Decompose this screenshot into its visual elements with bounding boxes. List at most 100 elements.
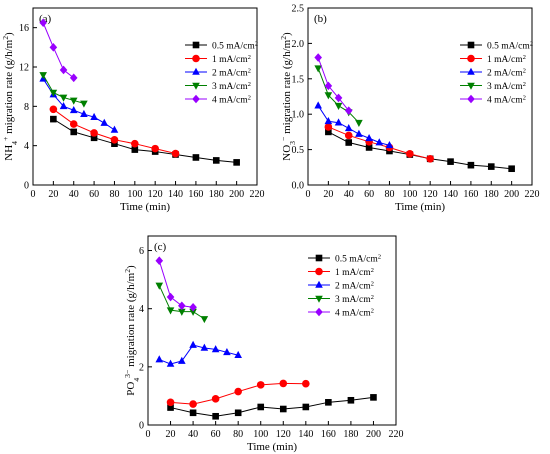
legend-label: 2 mA/cm2	[335, 280, 374, 292]
x-axis-label: Time (min)	[247, 441, 297, 453]
data-point	[375, 138, 384, 146]
data-point	[166, 398, 175, 407]
legend-label: 4 mA/cm2	[335, 307, 374, 319]
x-tick-label: 140	[298, 429, 313, 440]
x-tick-label: 60	[89, 189, 99, 200]
data-point	[90, 112, 98, 120]
legend-marker	[315, 254, 323, 262]
x-tick-label: 180	[484, 189, 499, 200]
data-point	[334, 118, 343, 126]
y-tick-label: 6	[139, 246, 144, 257]
x-tick-label: 200	[504, 189, 519, 200]
data-point	[447, 158, 454, 165]
data-point	[110, 125, 119, 133]
x-tick-label: 220	[250, 189, 265, 200]
data-point	[39, 18, 47, 28]
legend-label: 0.5 mA/cm2	[487, 40, 533, 52]
data-point	[49, 89, 58, 97]
series-5	[314, 53, 353, 115]
data-point	[302, 379, 310, 388]
series-line	[158, 260, 194, 308]
y-tick-label: 12	[19, 63, 29, 74]
legend-label: 1 mA/cm2	[212, 54, 251, 66]
data-point	[189, 308, 197, 316]
data-point	[178, 308, 186, 316]
data-point	[166, 292, 175, 302]
series-line	[317, 57, 350, 111]
data-point	[385, 141, 394, 149]
data-point	[166, 307, 175, 315]
y-tick-label: 8	[24, 102, 29, 113]
y-axis-label: NO3− migration rate (g/h/m2)	[279, 32, 297, 161]
data-point	[189, 400, 197, 408]
data-point	[80, 109, 88, 117]
data-point	[155, 256, 164, 266]
data-point	[189, 340, 197, 348]
data-point	[200, 316, 209, 324]
data-point	[70, 128, 78, 136]
x-tick-label: 20	[48, 189, 58, 200]
x-axis-label: Time (min)	[120, 201, 170, 213]
y-tick-label: 4	[24, 141, 29, 152]
x-tick-label: 20	[166, 429, 176, 440]
data-point	[233, 159, 240, 166]
x-tick-label: 100	[253, 429, 268, 440]
x-tick-label: 0	[146, 429, 151, 440]
series-line	[42, 22, 75, 79]
series-4	[39, 72, 88, 108]
x-tick-label: 0	[306, 189, 311, 200]
x-tick-label: 120	[423, 189, 438, 200]
data-point	[167, 404, 174, 411]
data-point	[110, 135, 119, 144]
data-point	[189, 409, 197, 417]
data-point	[178, 356, 186, 364]
series-1	[325, 128, 515, 173]
series-3	[314, 101, 394, 149]
data-point	[155, 282, 164, 290]
series-3	[155, 340, 242, 367]
plot-frame	[32, 7, 258, 186]
series-1	[167, 394, 377, 420]
legend-marker	[192, 82, 200, 90]
data-point	[370, 394, 377, 401]
data-point	[355, 129, 363, 137]
chart-panel-3: 0 20 40 60 80 100 120 140 160 180 200 220 0 2 4 6 Time (…	[123, 235, 404, 453]
x-tick-label: 180	[343, 429, 358, 440]
data-point	[69, 120, 78, 128]
legend-label: 0.5 mA/cm2	[212, 40, 258, 52]
y-tick-label: 0.5	[292, 145, 305, 156]
y-tick-label: 1.0	[292, 110, 305, 121]
data-point	[487, 163, 495, 170]
legend-label: 2 mA/cm2	[212, 67, 251, 79]
series-1	[50, 115, 240, 166]
data-point	[426, 155, 434, 163]
data-point	[347, 396, 355, 404]
x-tick-label: 100	[402, 189, 417, 200]
legend-marker	[192, 67, 200, 75]
legend-label: 1 mA/cm2	[487, 54, 526, 66]
chart-panel-1: 0 20 40 60 80 100 120 140 160 180 200 220 0 4 8 12 16 Tim…	[1, 7, 265, 213]
series-2	[49, 105, 180, 158]
data-point	[279, 379, 288, 388]
data-point	[314, 65, 322, 73]
data-point	[200, 343, 209, 351]
data-point	[324, 123, 333, 131]
legend-marker	[315, 295, 323, 303]
data-point	[365, 144, 373, 151]
x-tick-label: 140	[443, 189, 458, 200]
data-point	[365, 133, 373, 142]
x-tick-label: 220	[389, 429, 404, 440]
x-tick-label: 100	[127, 189, 142, 200]
y-tick-label: 1.5	[292, 74, 305, 85]
series-line	[53, 118, 237, 163]
x-tick-label: 60	[364, 189, 374, 200]
y-axis-label: PO43− migration rate (g/h/m2)	[123, 265, 141, 396]
legend-marker	[467, 54, 475, 63]
series-2	[166, 379, 310, 408]
legend-label: 0.5 mA/cm2	[335, 253, 381, 265]
data-point	[69, 97, 78, 105]
series-5	[155, 256, 197, 312]
data-point	[344, 124, 353, 132]
legend-marker	[467, 94, 475, 104]
data-point	[355, 119, 363, 127]
